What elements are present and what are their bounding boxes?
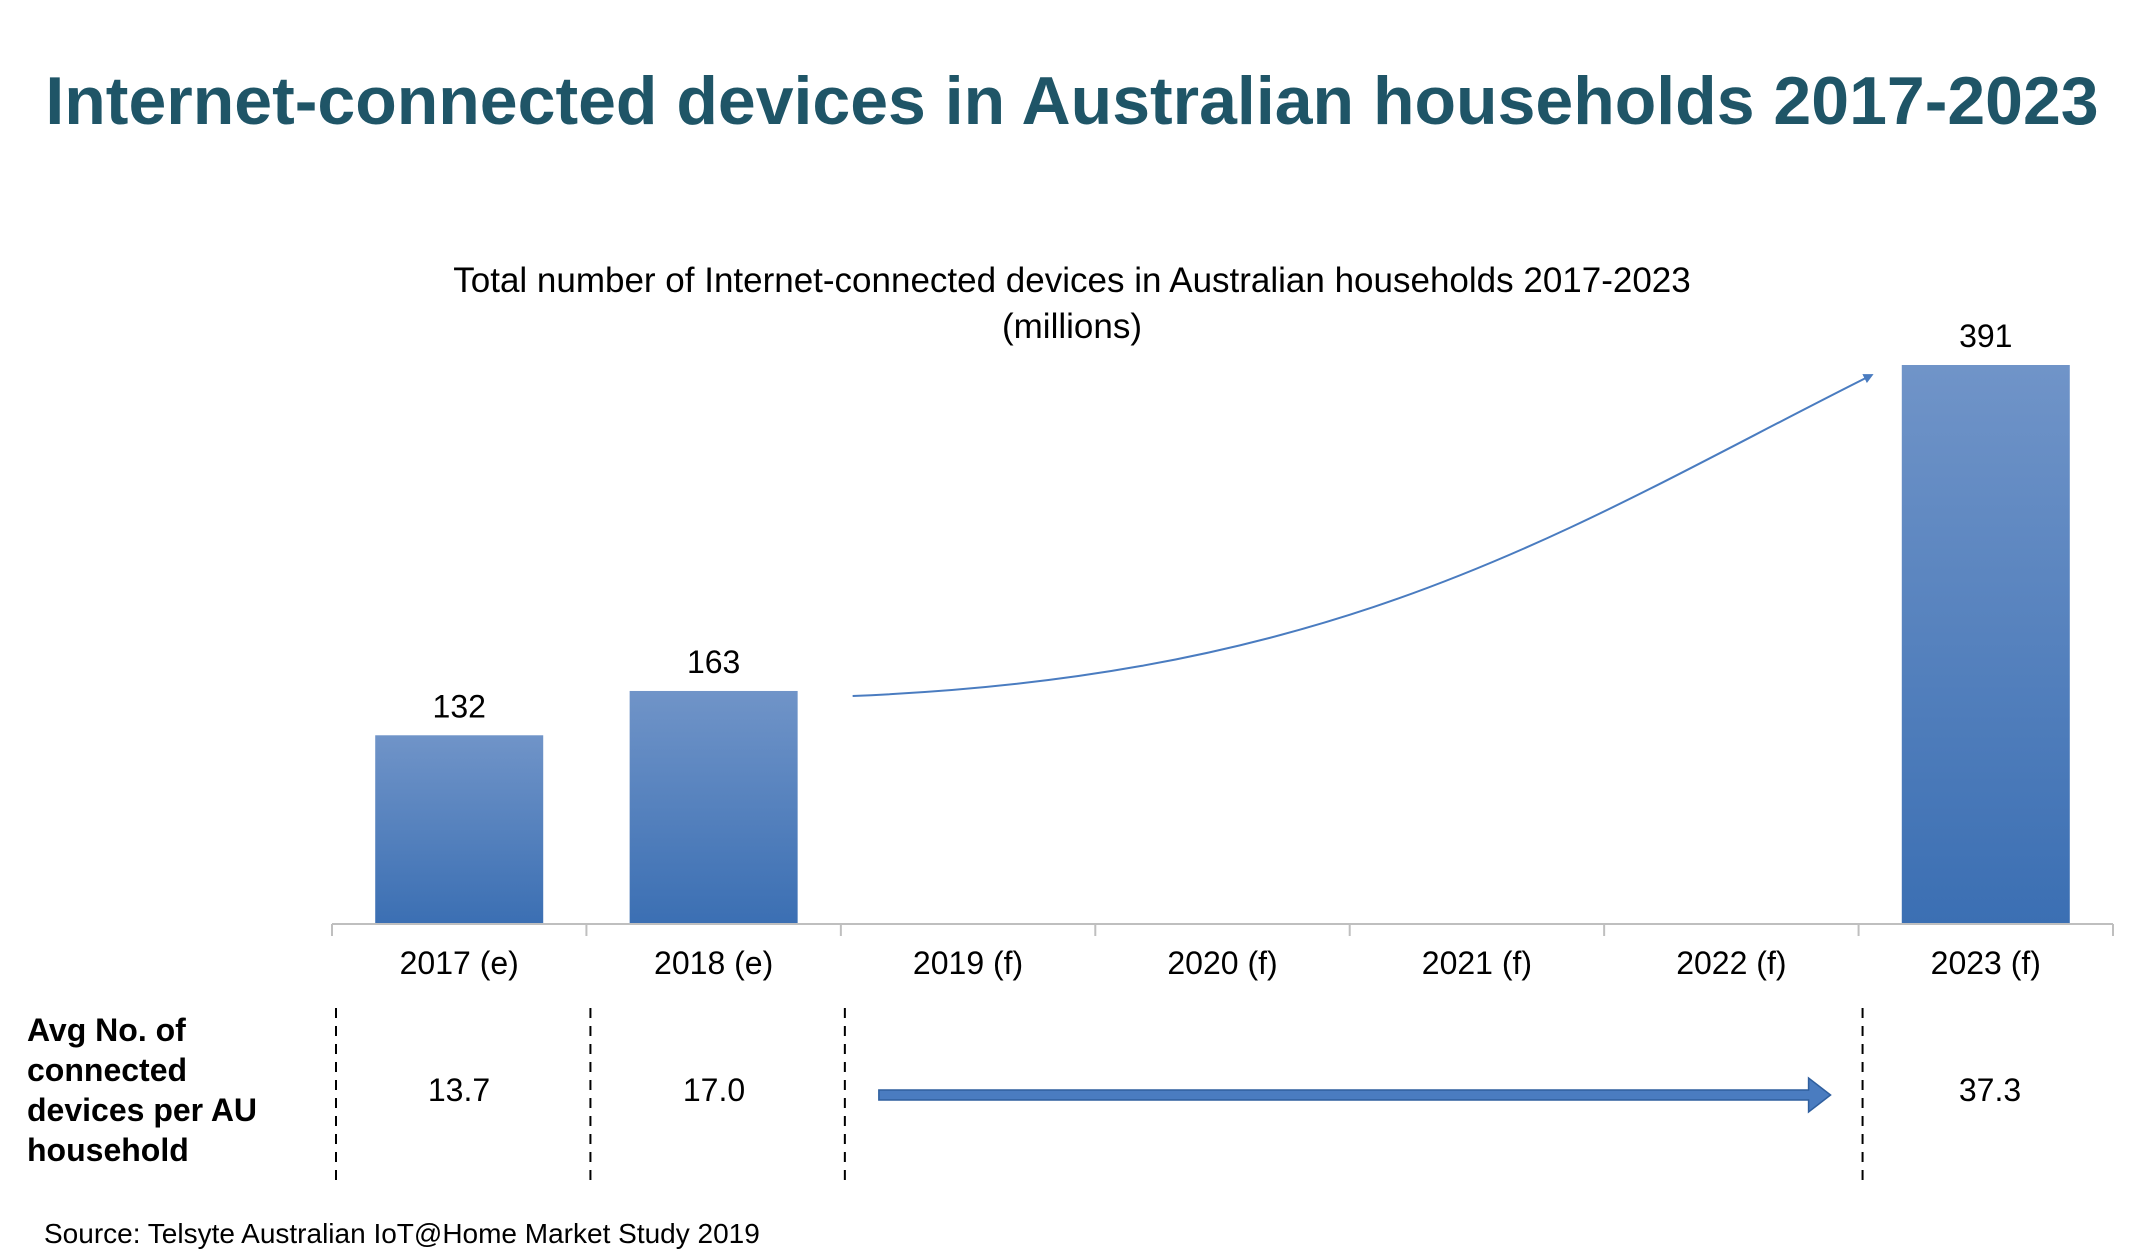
bar-value-label-6: 391	[1959, 318, 2012, 354]
chart-title: Total number of Internet-connected devic…	[0, 258, 2144, 350]
bar-0	[375, 735, 544, 924]
page-title: Internet-connected devices in Australian…	[45, 63, 2099, 139]
avg-row-label: Avg No. of connected devices per AU hous…	[27, 1010, 257, 1170]
x-tick-label-5: 2022 (f)	[1676, 945, 1786, 981]
bars-layer: 132 163 391	[375, 318, 2070, 924]
chart-title-line-1: Total number of Internet-connected devic…	[453, 261, 1691, 300]
source-note: Source: Telsyte Australian IoT@Home Mark…	[44, 1218, 760, 1249]
bar-6	[1901, 365, 2070, 924]
x-tick-label-2: 2019 (f)	[913, 945, 1023, 981]
forecast-block-arrow	[878, 1076, 1832, 1114]
chart-title-line-2: (millions)	[1002, 307, 1142, 346]
avg-value-2023: 37.3	[1958, 1072, 2022, 1108]
bar-value-label-0: 132	[433, 688, 486, 724]
bar-value-label-1: 163	[687, 644, 740, 680]
avg-value-2018: 17.0	[682, 1072, 746, 1108]
block-arrow	[878, 1076, 1832, 1114]
avg-row-label-line-2: connected	[27, 1052, 188, 1088]
bar-1	[629, 690, 798, 924]
avg-row-label-line-3: devices per AU	[27, 1092, 258, 1128]
x-tick-label-1: 2018 (e)	[654, 945, 773, 981]
growth-curve-arrow	[852, 374, 1874, 697]
x-tick-label-0: 2017 (e)	[400, 945, 519, 981]
avg-row-label-line-4: household	[27, 1132, 189, 1168]
avg-value-2017: 13.7	[427, 1072, 491, 1108]
x-tick-label-3: 2020 (f)	[1167, 945, 1277, 981]
x-axis: 2017 (e) 2018 (e) 2019 (f) 2020 (f) 2021 (f)…	[331, 923, 2114, 981]
x-tick-label-6: 2023 (f)	[1931, 945, 2041, 981]
x-tick-label-4: 2021 (f)	[1422, 945, 1532, 981]
avg-row-label-line-1: Avg No. of	[27, 1012, 186, 1048]
avg-row-dividers	[335, 1008, 1864, 1186]
